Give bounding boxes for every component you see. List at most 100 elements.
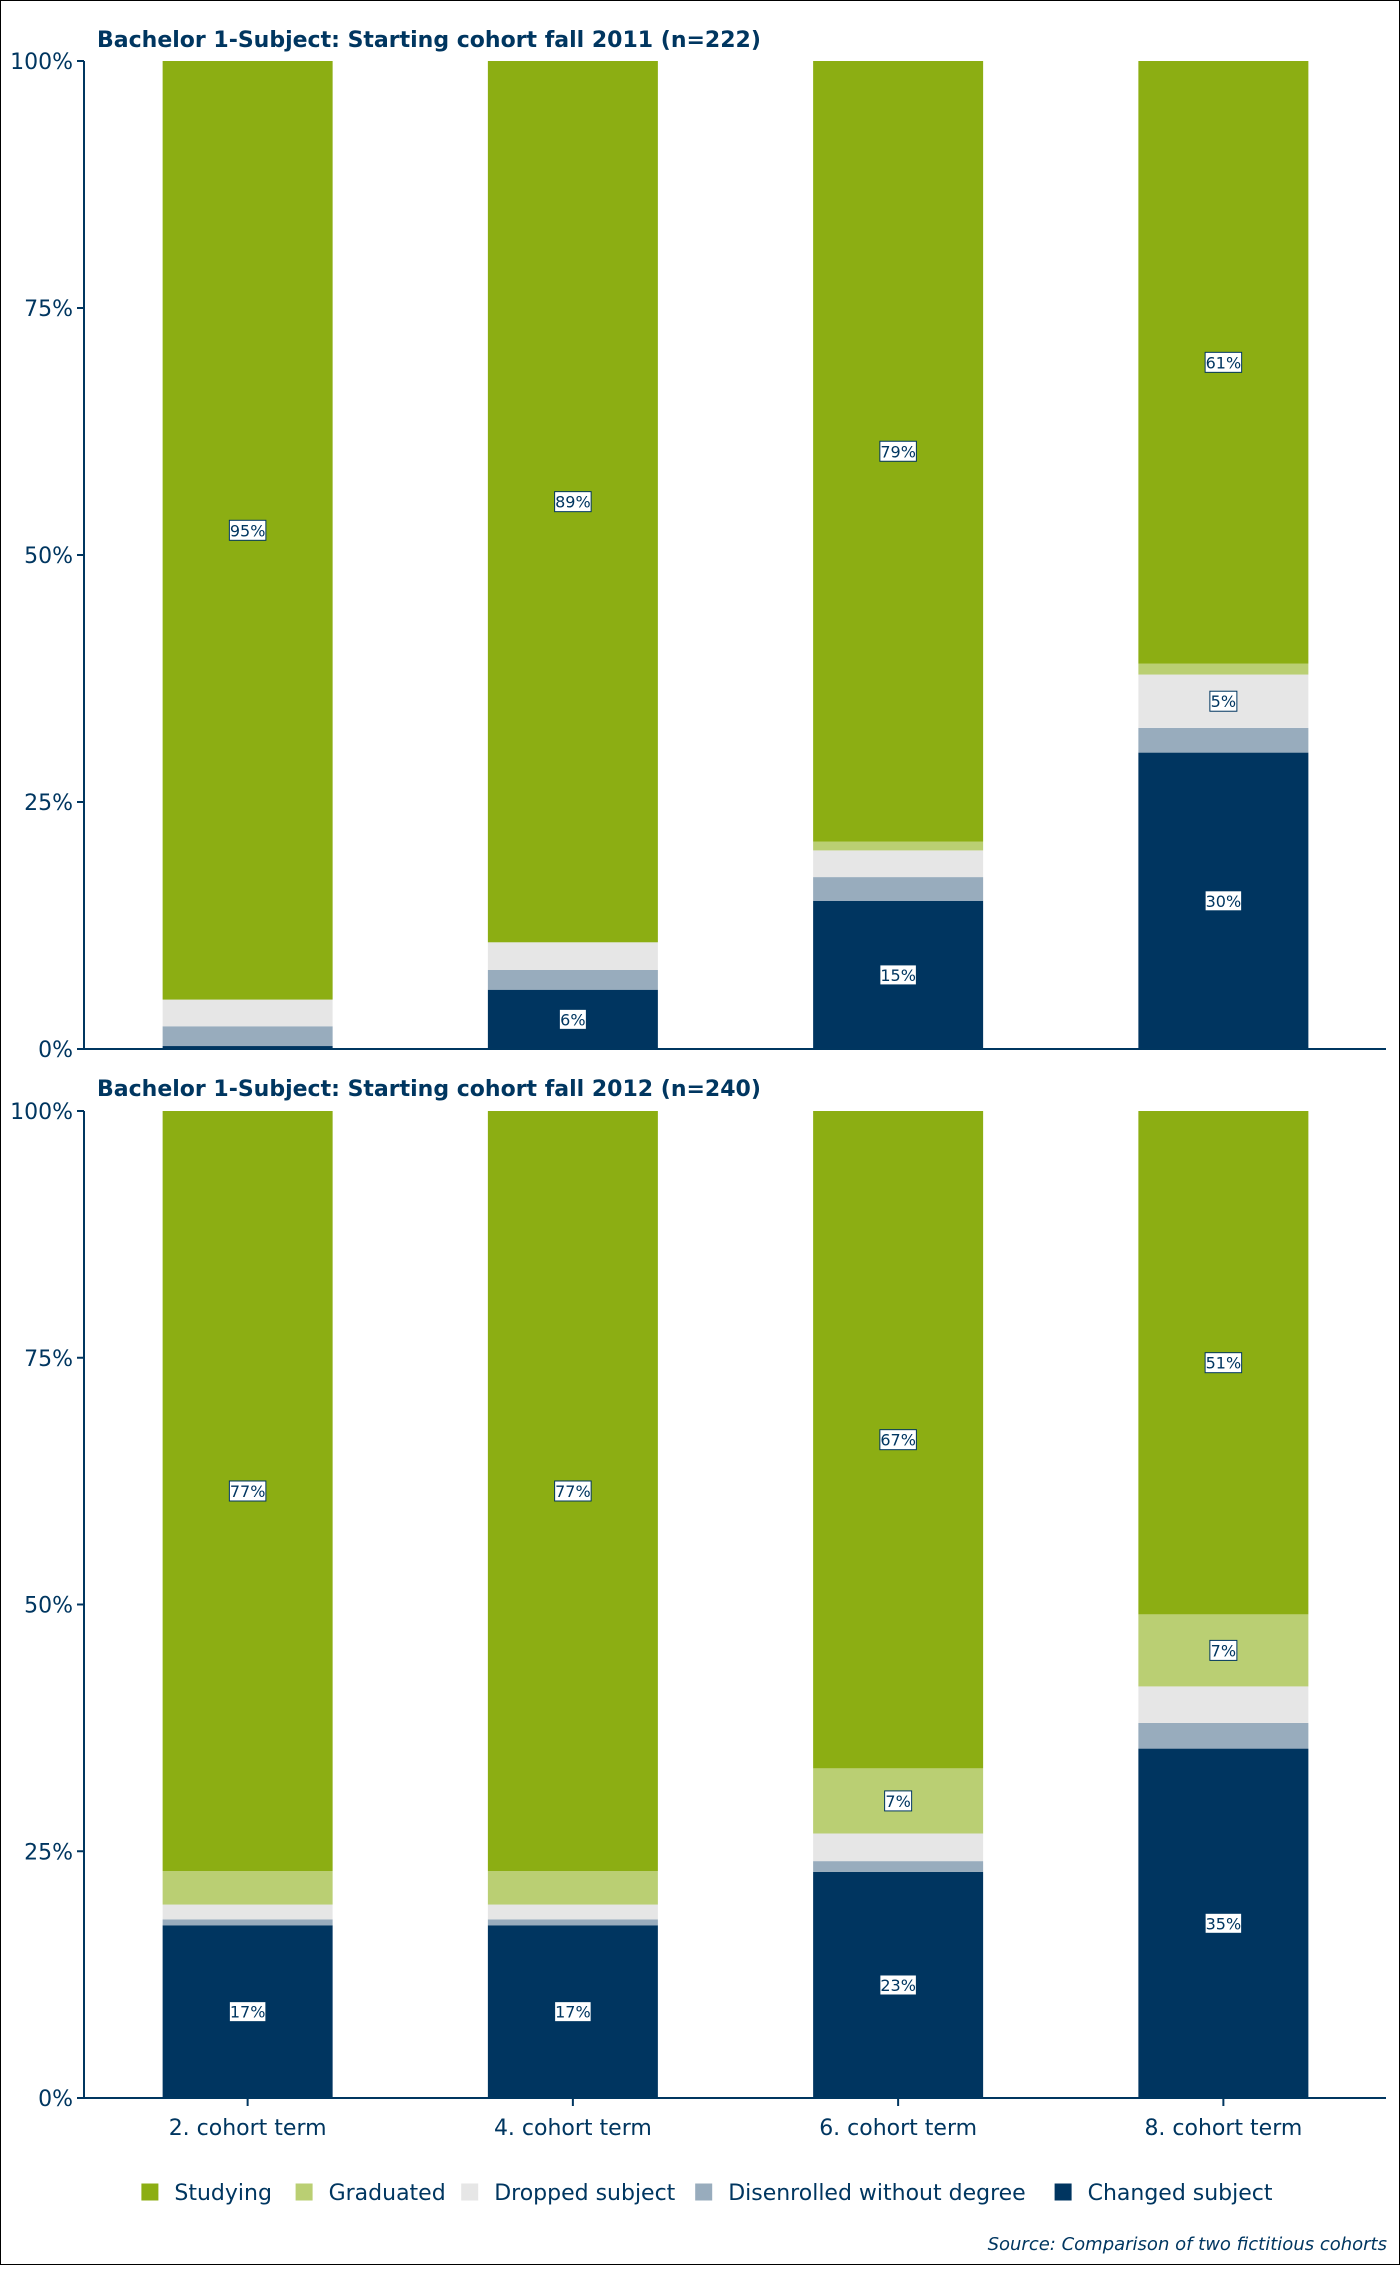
y-tick-label: 50% [24, 544, 73, 569]
data-label-box [1209, 1639, 1238, 1661]
legend-item-changed-subject: Changed subject [1054, 2181, 1273, 2206]
data-label-box [228, 1480, 267, 1502]
chart-title: Bachelor 1-Subject: Starting cohort fall… [97, 1077, 761, 1102]
data-label: 79% [880, 442, 916, 461]
y-tick-label: 75% [24, 297, 73, 322]
data-label: 35% [1206, 1914, 1242, 1933]
bar-stack-8-cohort-term: 35% 7% 51% [1138, 1111, 1309, 2098]
data-label: 89% [555, 493, 591, 512]
bar-stack-8-cohort-term: 30% 5% 61% [1138, 61, 1309, 1049]
data-label: 67% [880, 1431, 916, 1450]
legend-swatch [695, 2183, 713, 2201]
bar-segment-disenrolled-without-degree [1138, 727, 1309, 753]
data-label: 51% [1206, 1354, 1242, 1373]
bar-stack-2-cohort-term: 17% 77% [162, 1111, 333, 2098]
y-tick-label: 0% [38, 1038, 73, 1063]
y-tick-label: 100% [10, 50, 73, 75]
bar-segment-disenrolled-without-degree [1138, 1722, 1309, 1749]
bar-stack-2-cohort-term: 95% [162, 61, 333, 1049]
y-tick-label: 100% [10, 1100, 73, 1125]
bar-stack-4-cohort-term: 6% 89% [487, 61, 658, 1049]
data-label: 6% [560, 1010, 585, 1029]
bar-segment-disenrolled-without-degree [162, 1919, 333, 1926]
legend-swatch [1054, 2183, 1072, 2201]
legend-item-dropped-subject: Dropped subject [461, 2181, 676, 2206]
chart-title: Bachelor 1-Subject: Starting cohort fall… [97, 28, 761, 53]
source-note: Source: Comparison of two fictitious coh… [988, 2234, 1387, 2255]
bar-segment-graduated [813, 841, 984, 851]
x-tick-label: 8. cohort term [1144, 2116, 1302, 2141]
data-label-box [554, 2001, 592, 2023]
x-tick-label: 2. cohort term [169, 2116, 327, 2141]
bar-segment-graduated [1138, 663, 1309, 675]
data-label: 95% [230, 521, 266, 540]
legend-label: Disenrolled without degree [728, 2181, 1026, 2206]
x-tick-label: 6. cohort term [819, 2116, 977, 2141]
legend-swatch [295, 2183, 313, 2201]
data-label: 7% [1211, 1641, 1236, 1660]
legend: Studying Graduated Dropped subject Disenrol… [141, 2181, 1273, 2206]
bar-segment-dropped-subject [487, 1904, 658, 1920]
data-label: 23% [880, 1976, 916, 1995]
data-label-box [879, 964, 917, 986]
bar-segment-disenrolled-without-degree [813, 1861, 984, 1872]
data-label: 17% [230, 2003, 266, 2022]
data-label-box [228, 519, 267, 541]
bar-segment-dropped-subject [813, 1833, 984, 1862]
data-label: 61% [1206, 353, 1242, 372]
data-label-box [1204, 890, 1243, 912]
legend-label: Studying [174, 2181, 272, 2206]
data-label-box [1204, 1352, 1243, 1374]
data-label-box [1204, 1912, 1243, 1934]
bar-segment-changed-subject [162, 1046, 333, 1049]
legend-swatch [141, 2183, 159, 2201]
data-label-box [228, 2001, 267, 2023]
data-label: 15% [880, 966, 916, 985]
y-tick-label: 50% [24, 1594, 73, 1619]
data-label: 30% [1206, 892, 1242, 911]
legend-item-disenrolled-without-degree: Disenrolled without degree [695, 2181, 1026, 2206]
data-label-box [554, 491, 592, 513]
data-label-box [1204, 351, 1243, 373]
x-tick-label: 4. cohort term [494, 2116, 652, 2141]
bar-segment-dropped-subject [1138, 1686, 1309, 1723]
bar-segment-disenrolled-without-degree [162, 1026, 333, 1047]
bar-segment-dropped-subject [487, 942, 658, 970]
bar-stack-4-cohort-term: 17% 77% [487, 1111, 658, 2098]
legend-label: Changed subject [1088, 2181, 1273, 2206]
y-tick-label: 75% [24, 1347, 73, 1372]
legend-item-graduated: Graduated [295, 2181, 446, 2206]
data-label-box [558, 1008, 587, 1030]
panel-cohort-2012: Bachelor 1-Subject: Starting cohort fall… [10, 1077, 1386, 2141]
bar-segment-dropped-subject [162, 999, 333, 1027]
data-label-box [879, 1429, 917, 1451]
legend-label: Dropped subject [494, 2181, 675, 2206]
bar-segment-graduated [162, 1870, 333, 1905]
data-label-box [879, 1974, 917, 1996]
data-label-box [879, 440, 917, 462]
y-tick-label: 25% [24, 791, 73, 816]
data-label: 17% [555, 2003, 591, 2022]
data-label: 77% [555, 1482, 591, 1501]
data-label-box [1209, 690, 1238, 712]
bar-stack-6-cohort-term: 15% 79% [813, 61, 984, 1049]
y-tick-label: 25% [24, 1840, 73, 1865]
bar-segment-disenrolled-without-degree [813, 877, 984, 901]
bar-segment-graduated [487, 1870, 658, 1905]
legend-swatch [461, 2183, 479, 2201]
data-label: 7% [885, 1792, 910, 1811]
data-label-box [884, 1790, 913, 1812]
legend-label: Graduated [329, 2181, 446, 2206]
bar-segment-disenrolled-without-degree [487, 969, 658, 990]
legend-item-studying: Studying [141, 2181, 272, 2206]
bar-stack-6-cohort-term: 23% 7% 67% [813, 1111, 984, 2098]
bar-segment-disenrolled-without-degree [487, 1919, 658, 1926]
panel-cohort-2011: Bachelor 1-Subject: Starting cohort fall… [10, 28, 1386, 1063]
data-label: 5% [1211, 692, 1236, 711]
bar-segment-dropped-subject [162, 1904, 333, 1920]
data-label-box [554, 1480, 592, 1502]
y-tick-label: 0% [38, 2087, 73, 2112]
bar-segment-dropped-subject [813, 850, 984, 878]
